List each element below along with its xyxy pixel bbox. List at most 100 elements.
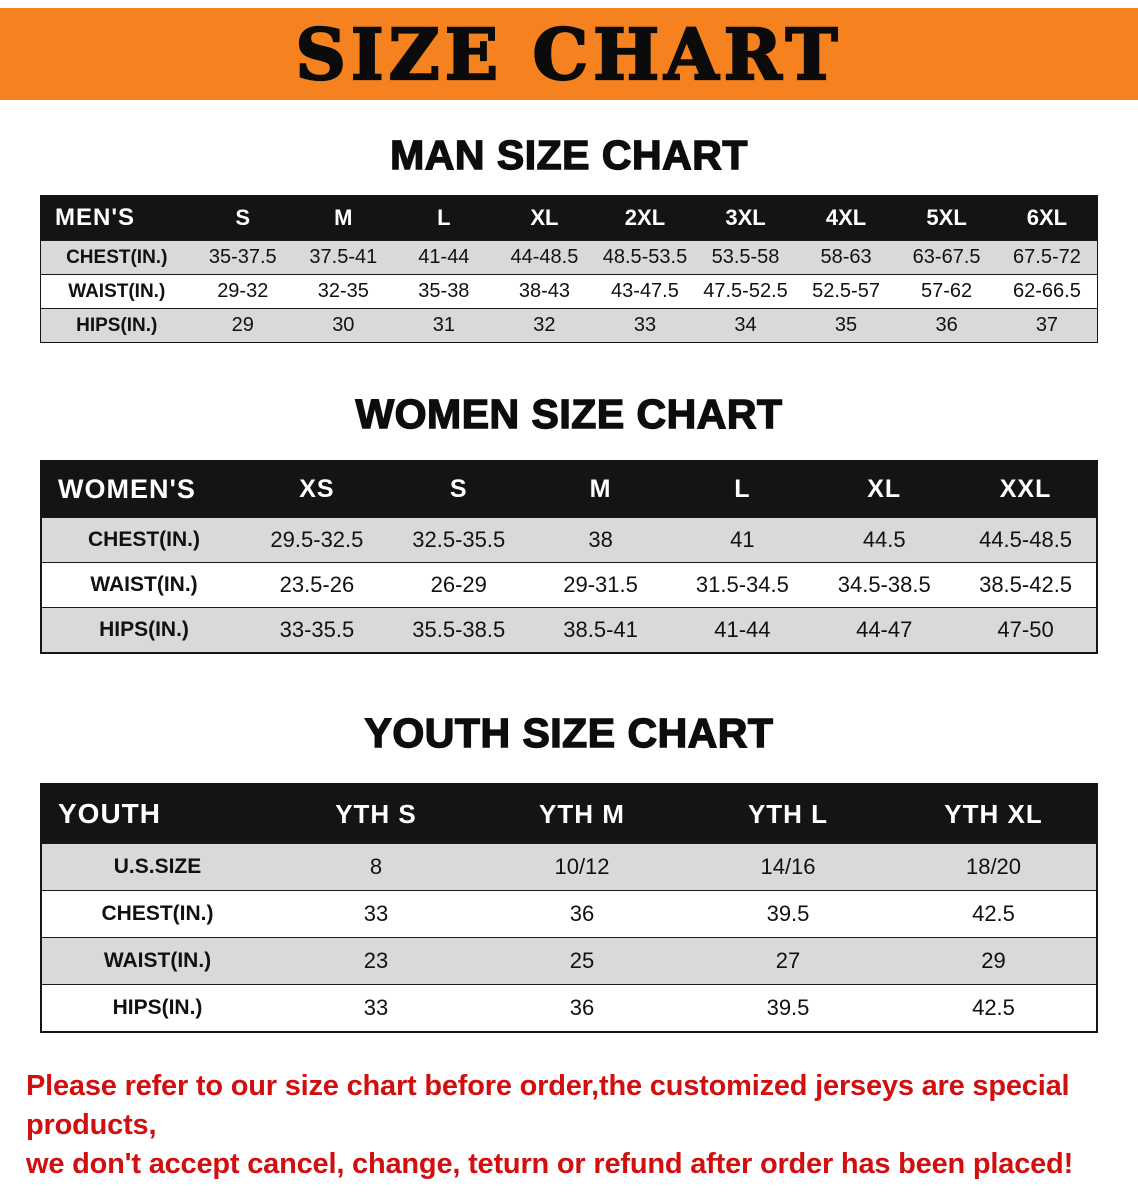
size-column-header: XXL	[955, 461, 1097, 518]
row-label: CHEST(IN.)	[41, 890, 273, 938]
size-cell: 62-66.5	[996, 274, 1098, 309]
size-cell: 63-67.5	[896, 240, 997, 275]
disclaimer: Please refer to our size chart before or…	[26, 1067, 1112, 1184]
size-cell: 34	[695, 308, 796, 343]
row-label: HIPS(IN.)	[41, 607, 246, 653]
size-column-header: YTH L	[685, 784, 891, 844]
size-cell: 53.5-58	[695, 240, 796, 275]
women-header-row: WOMEN'S XS S M L XL XXL	[41, 461, 1097, 518]
size-column-header: YTH XL	[891, 784, 1097, 844]
size-cell: 23	[273, 937, 479, 985]
size-cell: 8	[273, 843, 479, 891]
disclaimer-line-1: Please refer to our size chart before or…	[26, 1070, 1070, 1142]
youth-hips-row: HIPS(IN.) 33 36 39.5 42.5	[41, 984, 1097, 1032]
size-column-header: 3XL	[695, 195, 796, 241]
size-column-header: 6XL	[996, 195, 1098, 241]
size-column-header: S	[192, 195, 294, 241]
size-cell: 36	[479, 890, 685, 938]
size-cell: 47.5-52.5	[695, 274, 796, 309]
men-chart-heading: MAN SIZE CHART	[389, 131, 748, 178]
size-column-header: M	[293, 195, 394, 241]
size-cell: 38.5-41	[529, 607, 672, 653]
size-cell: 57-62	[896, 274, 997, 309]
youth-size-section: YOUTH SIZE CHART YOUTH YTH S YTH M YTH L…	[0, 709, 1138, 1033]
size-cell: 48.5-53.5	[594, 240, 696, 275]
size-cell: 31.5-34.5	[671, 562, 814, 608]
women-hips-row: HIPS(IN.) 33-35.5 35.5-38.5 38.5-41 41-4…	[41, 607, 1097, 653]
size-cell: 42.5	[891, 984, 1097, 1032]
disclaimer-line-2: we don't accept cancel, change, teturn o…	[26, 1148, 1074, 1181]
row-label: HIPS(IN.)	[41, 984, 273, 1032]
women-chart-heading: WOMEN SIZE CHART	[355, 390, 783, 437]
size-cell: 29	[891, 937, 1097, 985]
size-cell: 33	[594, 308, 696, 343]
size-cell: 39.5	[685, 984, 891, 1032]
men-size-section: MAN SIZE CHART MEN'S S M L XL 2XL 3XL 4X…	[0, 131, 1138, 343]
size-cell: 39.5	[685, 890, 891, 938]
row-label: CHEST(IN.)	[40, 240, 193, 275]
row-label: U.S.SIZE	[41, 843, 273, 891]
size-column-header: 5XL	[896, 195, 997, 241]
size-cell: 36	[479, 984, 685, 1032]
size-cell: 35-37.5	[192, 240, 294, 275]
size-column-header: M	[529, 461, 672, 518]
row-label: WAIST(IN.)	[40, 274, 193, 309]
size-cell: 37.5-41	[293, 240, 394, 275]
size-cell: 44.5	[813, 517, 956, 563]
size-cell: 29	[192, 308, 294, 343]
youth-waist-row: WAIST(IN.) 23 25 27 29	[41, 937, 1097, 985]
size-cell: 44.5-48.5	[955, 517, 1097, 563]
size-cell: 44-48.5	[494, 240, 595, 275]
women-size-table: WOMEN'S XS S M L XL XXL CHEST(IN.) 29.5-…	[40, 460, 1098, 654]
size-cell: 33-35.5	[246, 607, 388, 653]
size-cell: 58-63	[795, 240, 897, 275]
size-cell: 35.5-38.5	[387, 607, 530, 653]
size-cell: 35-38	[393, 274, 495, 309]
size-cell: 33	[273, 890, 479, 938]
size-cell: 42.5	[891, 890, 1097, 938]
row-label: WAIST(IN.)	[41, 562, 246, 608]
size-cell: 41	[671, 517, 814, 563]
size-cell: 38	[529, 517, 672, 563]
size-column-header: 2XL	[594, 195, 696, 241]
size-cell: 27	[685, 937, 891, 985]
women-chest-row: CHEST(IN.) 29.5-32.5 32.5-35.5 38 41 44.…	[41, 517, 1097, 563]
table-corner-label: MEN'S	[40, 195, 193, 241]
size-cell: 38-43	[494, 274, 595, 309]
women-size-section: WOMEN SIZE CHART WOMEN'S XS S M L XL XXL…	[0, 390, 1138, 654]
size-cell: 41-44	[671, 607, 814, 653]
row-label: HIPS(IN.)	[40, 308, 193, 343]
size-column-header: 4XL	[795, 195, 897, 241]
row-label: WAIST(IN.)	[41, 937, 273, 985]
size-cell: 35	[795, 308, 897, 343]
men-waist-row: WAIST(IN.) 29-32 32-35 35-38 38-43 43-47…	[40, 274, 1098, 309]
size-column-header: L	[671, 461, 814, 518]
size-cell: 29.5-32.5	[246, 517, 388, 563]
size-cell: 14/16	[685, 843, 891, 891]
size-cell: 47-50	[955, 607, 1097, 653]
size-cell: 36	[896, 308, 997, 343]
size-cell: 38.5-42.5	[955, 562, 1097, 608]
size-column-header: S	[387, 461, 530, 518]
size-cell: 67.5-72	[996, 240, 1098, 275]
banner: SIZE CHART	[0, 8, 1138, 100]
women-waist-row: WAIST(IN.) 23.5-26 26-29 29-31.5 31.5-34…	[41, 562, 1097, 608]
size-cell: 26-29	[387, 562, 530, 608]
men-chest-row: CHEST(IN.) 35-37.5 37.5-41 41-44 44-48.5…	[40, 240, 1098, 275]
size-cell: 31	[393, 308, 495, 343]
size-cell: 32.5-35.5	[387, 517, 530, 563]
size-cell: 43-47.5	[594, 274, 696, 309]
size-cell: 23.5-26	[246, 562, 388, 608]
size-column-header: L	[393, 195, 495, 241]
youth-size-table: YOUTH YTH S YTH M YTH L YTH XL U.S.SIZE …	[40, 783, 1098, 1033]
table-corner-label: WOMEN'S	[41, 461, 246, 518]
size-cell: 30	[293, 308, 394, 343]
size-column-header: XL	[494, 195, 595, 241]
men-size-table: MEN'S S M L XL 2XL 3XL 4XL 5XL 6XL CHEST…	[40, 195, 1098, 343]
size-column-header: XL	[813, 461, 956, 518]
size-cell: 25	[479, 937, 685, 985]
size-cell: 52.5-57	[795, 274, 897, 309]
youth-chart-heading: YOUTH SIZE CHART	[364, 709, 774, 756]
men-header-row: MEN'S S M L XL 2XL 3XL 4XL 5XL 6XL	[40, 195, 1098, 241]
size-column-header: YTH M	[479, 784, 685, 844]
